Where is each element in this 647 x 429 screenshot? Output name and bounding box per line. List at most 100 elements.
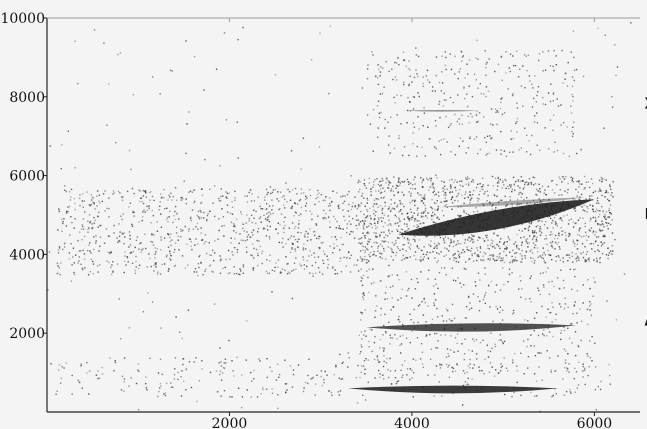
data-point: [376, 178, 378, 180]
data-point: [117, 190, 120, 193]
data-point: [70, 196, 72, 198]
data-point: [390, 199, 392, 201]
data-point: [435, 56, 438, 58]
data-point: [307, 236, 309, 238]
data-point: [601, 180, 603, 183]
data-point: [463, 211, 465, 213]
data-point: [457, 206, 459, 208]
data-point: [266, 203, 268, 205]
data-point: [471, 254, 473, 257]
data-point: [70, 243, 72, 245]
data-point: [587, 279, 589, 281]
data-point: [442, 105, 444, 107]
data-point: [595, 366, 597, 368]
data-point: [131, 187, 134, 190]
data-point: [421, 301, 423, 303]
data-point: [357, 259, 359, 261]
data-point: [277, 259, 280, 261]
data-point: [422, 198, 425, 200]
data-point: [409, 69, 411, 71]
data-point: [454, 113, 456, 116]
data-point: [166, 218, 168, 221]
data-point: [369, 328, 371, 330]
data-point: [406, 368, 409, 370]
data-point: [615, 74, 617, 77]
data-point: [383, 349, 385, 352]
data-point: [460, 51, 463, 53]
data-point: [582, 217, 584, 220]
data-point: [67, 206, 69, 208]
data-point: [413, 200, 416, 203]
data-point: [270, 192, 272, 195]
data-point: [466, 248, 468, 251]
data-point: [402, 254, 404, 257]
data-point: [265, 188, 268, 191]
data-point: [205, 268, 207, 271]
data-point: [106, 260, 108, 262]
data-point: [520, 296, 522, 298]
data-point: [364, 246, 367, 248]
data-point: [409, 217, 411, 220]
data-point: [592, 295, 594, 297]
data-point: [373, 184, 375, 186]
data-point: [368, 253, 370, 256]
data-point: [116, 237, 118, 239]
data-point: [483, 116, 485, 118]
data-point: [365, 187, 368, 189]
data-point: [589, 301, 591, 303]
data-point: [603, 215, 605, 218]
data-point: [107, 251, 109, 253]
data-point: [360, 195, 363, 197]
data-point: [500, 259, 502, 262]
data-point: [426, 217, 429, 219]
data-point: [113, 232, 115, 234]
data-point: [497, 176, 500, 178]
data-point: [236, 356, 238, 359]
data-point: [572, 177, 574, 179]
data-point: [435, 299, 437, 301]
data-point: [553, 216, 556, 219]
data-point: [238, 242, 240, 244]
data-point: [469, 240, 471, 242]
data-point: [190, 240, 192, 243]
data-point: [462, 140, 464, 142]
data-point: [55, 393, 57, 395]
data-point: [188, 191, 190, 193]
data-point: [129, 244, 132, 246]
data-point: [265, 270, 268, 273]
data-point: [530, 221, 533, 223]
data-point: [338, 207, 340, 210]
data-point: [292, 243, 294, 245]
data-point: [601, 220, 603, 222]
data-point: [57, 272, 59, 274]
data-point: [120, 338, 122, 340]
data-point: [437, 191, 440, 193]
data-point: [144, 191, 147, 193]
data-point: [516, 381, 518, 384]
data-point: [277, 394, 279, 396]
data-point: [401, 180, 403, 183]
data-point: [210, 254, 212, 256]
data-point: [492, 255, 494, 257]
data-point: [399, 200, 401, 202]
data-point: [499, 247, 501, 250]
data-point: [589, 305, 591, 307]
data-point: [518, 149, 520, 151]
data-point: [466, 63, 468, 65]
data-point: [584, 367, 586, 369]
data-point: [389, 370, 392, 372]
data-point: [294, 202, 296, 205]
data-point: [401, 288, 403, 291]
data-point: [587, 355, 589, 357]
data-point: [533, 97, 535, 100]
data-point: [527, 356, 530, 358]
data-point: [587, 207, 589, 210]
data-point: [437, 347, 439, 349]
data-point: [316, 237, 318, 240]
data-point: [56, 390, 58, 392]
data-point: [508, 239, 511, 241]
data-point: [500, 149, 502, 151]
data-point: [477, 120, 479, 123]
data-point: [544, 69, 547, 71]
data-point: [421, 181, 423, 184]
